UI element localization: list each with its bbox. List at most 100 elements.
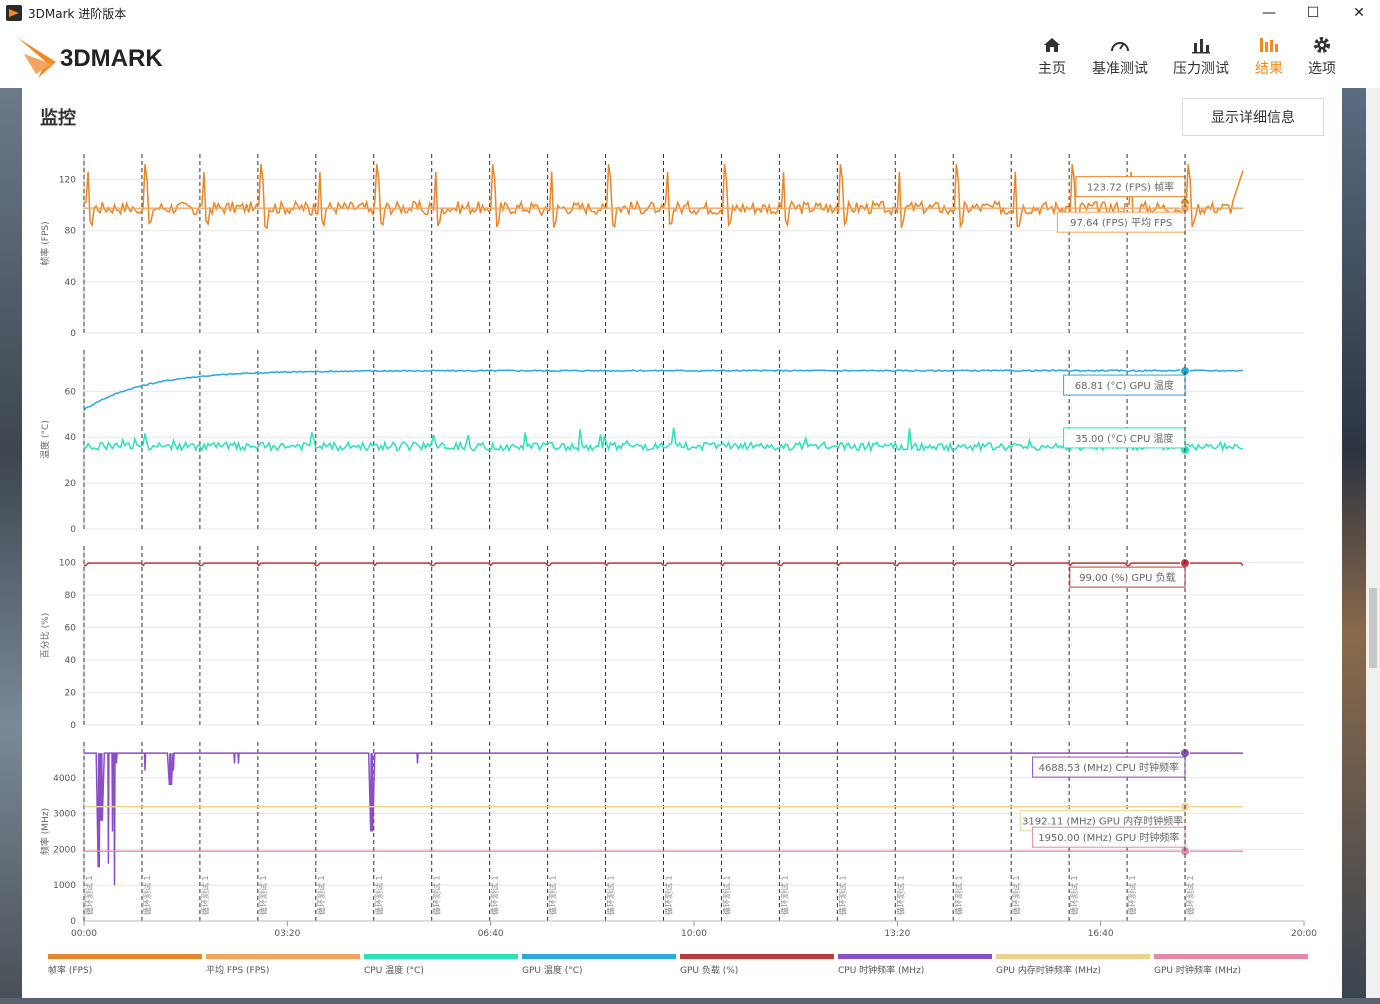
loop-marker-label: 循环测试 1 <box>664 875 674 915</box>
loop-marker-label: 循环测试 1 <box>200 875 210 915</box>
nav-options[interactable]: 选项 <box>1308 32 1336 78</box>
series-value-tag <box>1032 826 1186 848</box>
loop-marker-label: 循环测试 1 <box>895 875 905 915</box>
loop-marker-label: 循环测试 1 <box>316 875 326 915</box>
loop-marker-label: 循环测试 1 <box>1011 875 1021 915</box>
legend-swatch <box>996 954 1150 959</box>
loop-marker-label: 循环测试 1 <box>490 875 500 915</box>
series-value-label: 3192.11 (MHz) GPU 内存时钟频率 <box>1022 815 1183 828</box>
x-tick-label: 16:40 <box>1088 929 1114 939</box>
x-tick-label: 13:20 <box>884 929 910 939</box>
x-tick-label: 20:00 <box>1291 929 1317 939</box>
window-titlebar: 3DMark 进阶版本 — ☐ ✕ <box>0 0 1380 26</box>
y-tick-label: 3000 <box>53 810 76 820</box>
y-tick-label: 0 <box>70 329 76 339</box>
legend-swatch <box>522 954 676 959</box>
y-tick-label: 80 <box>65 591 77 601</box>
y-tick-label: 4000 <box>53 774 76 784</box>
loop-marker-label: 循环测试 1 <box>779 875 789 915</box>
app-icon <box>6 5 22 21</box>
legend-label: GPU 时钟频率 (MHz) <box>1154 964 1241 976</box>
loop-marker-label: 循环测试 1 <box>432 875 442 915</box>
nav-benchmarks-label: 基准测试 <box>1092 61 1148 77</box>
series-value-tag <box>1032 756 1186 778</box>
show-details-button[interactable]: 显示详细信息 <box>1182 98 1324 136</box>
series-value-tag <box>1075 176 1186 198</box>
loop-marker-label: 循环测试 1 <box>721 875 731 915</box>
series-line <box>83 369 1244 411</box>
y-tick-label: 40 <box>65 278 77 288</box>
y-tick-label: 0 <box>70 917 76 927</box>
minimize-button[interactable]: — <box>1262 5 1276 21</box>
loop-marker-label: 循环测试 1 <box>1185 875 1195 915</box>
nav-benchmarks[interactable]: 基准测试 <box>1092 32 1148 78</box>
y-tick-label: 100 <box>59 558 76 568</box>
legend-swatch <box>680 954 834 959</box>
legend-swatch <box>206 954 360 959</box>
series-value-label: 99.00 (%) GPU 负载 <box>1079 571 1176 584</box>
loop-marker-label: 循环测试 1 <box>142 875 152 915</box>
bar-chart-icon <box>1191 32 1211 58</box>
x-tick-label: 10:00 <box>681 929 707 939</box>
window-title: 3DMark 进阶版本 <box>28 6 127 21</box>
legend-label: CPU 时钟频率 (MHz) <box>838 964 924 976</box>
loop-marker-label: 循环测试 1 <box>1127 875 1137 915</box>
series-value-label: 123.72 (FPS) 帧率 <box>1087 181 1174 194</box>
series-line <box>83 427 1243 454</box>
x-tick-label: 06:40 <box>478 929 504 939</box>
scrollbar-thumb[interactable] <box>1369 588 1377 668</box>
nav-home[interactable]: 主页 <box>1038 32 1066 78</box>
loop-marker-label: 循环测试 1 <box>837 875 847 915</box>
y-tick-label: 2000 <box>53 845 76 855</box>
y-tick-label: 1000 <box>53 881 76 891</box>
legend-swatch <box>838 954 992 959</box>
y-axis-title: 百分比 (%) <box>39 613 51 658</box>
y-tick-label: 60 <box>65 387 77 397</box>
legend-label: 平均 FPS (FPS) <box>206 964 269 976</box>
legend-swatch <box>364 954 518 959</box>
y-axis-title: 频率 (MHz) <box>39 808 51 855</box>
nav-home-label: 主页 <box>1038 61 1066 77</box>
series-value-label: 68.81 (°C) GPU 温度 <box>1075 379 1174 392</box>
home-icon <box>1042 32 1062 58</box>
nav-stress-tests[interactable]: 压力测试 <box>1173 32 1229 78</box>
gauge-icon <box>1109 32 1131 58</box>
series-value-label: 35.00 (°C) CPU 温度 <box>1075 432 1173 445</box>
series-line <box>84 562 1244 567</box>
y-tick-label: 80 <box>65 227 77 237</box>
loop-marker-label: 循环测试 1 <box>374 875 384 915</box>
x-tick-label: 00:00 <box>71 929 97 939</box>
y-axis-title: 帧率 (FPS) <box>39 221 51 265</box>
background-art-left <box>0 88 22 998</box>
y-axis-title: 温度 (°C) <box>39 420 51 459</box>
series-line <box>84 752 1243 886</box>
y-tick-label: 20 <box>65 479 77 489</box>
3dmark-logo[interactable]: 3DMARK <box>16 34 216 80</box>
loop-marker-label: 循环测试 1 <box>606 875 616 915</box>
series-value-label: 4688.53 (MHz) CPU 时钟频率 <box>1039 761 1179 774</box>
loop-marker-label: 循环测试 1 <box>548 875 558 915</box>
scrollbar[interactable] <box>1366 88 1380 998</box>
x-tick-label: 03:20 <box>274 929 300 939</box>
y-tick-label: 120 <box>59 176 76 186</box>
loop-marker-label: 循环测试 1 <box>953 875 963 915</box>
y-tick-label: 40 <box>65 656 77 666</box>
nav-results[interactable]: 结果 <box>1255 32 1283 78</box>
legend-swatch <box>1154 954 1308 959</box>
close-button[interactable]: ✕ <box>1353 5 1365 21</box>
nav-results-label: 结果 <box>1255 61 1283 77</box>
panel-title: 监控 <box>40 108 76 129</box>
y-tick-label: 0 <box>70 721 76 731</box>
loop-marker-label: 循环测试 1 <box>84 875 94 915</box>
legend-label: GPU 负载 (%) <box>680 964 738 976</box>
nav-options-label: 选项 <box>1308 61 1336 77</box>
gear-icon <box>1312 32 1332 58</box>
series-value-label: 97.64 (FPS) 平均 FPS <box>1070 217 1172 229</box>
y-tick-label: 60 <box>65 623 77 633</box>
legend-label: 帧率 (FPS) <box>48 964 92 976</box>
legend-swatch <box>48 954 202 959</box>
maximize-button[interactable]: ☐ <box>1306 5 1320 21</box>
series-value-label: 1950.00 (MHz) GPU 时钟频率 <box>1038 831 1179 844</box>
app-header: 3DMARK 主页 基准测试 压力测试 结果 选项 <box>0 26 1380 88</box>
series-value-tag <box>1056 211 1186 233</box>
